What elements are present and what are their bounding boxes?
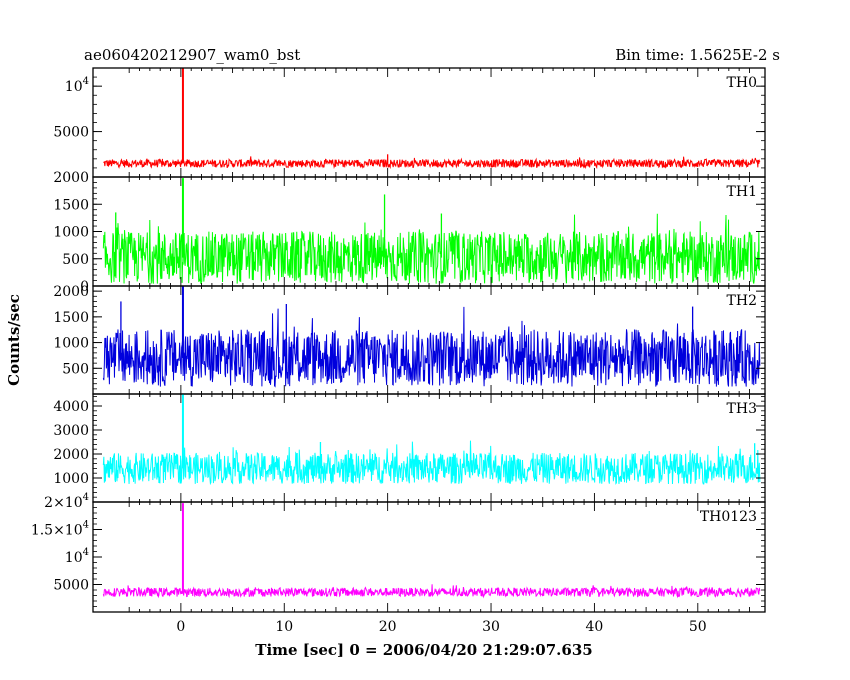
series-line-th2 (102, 306, 761, 388)
y-tick-label: 1000 (53, 336, 89, 352)
panel-label-th1: TH1 (727, 184, 757, 200)
series-line-th3 (102, 440, 761, 486)
series-line-th0 (103, 156, 761, 170)
y-tick-label: 500 (62, 252, 89, 268)
y-tick-label: 0 (80, 279, 89, 295)
y-tick-label: 104 (65, 547, 89, 566)
panel-label-th0123: TH0123 (700, 509, 757, 525)
panel-th2: TH2 500 1000 1500 2000 (53, 284, 766, 395)
chart-title: ae060420212907_wam0_bst (84, 46, 300, 64)
x-tick-label: 20 (379, 619, 397, 635)
panel-th0: TH0 5000 104 (53, 67, 766, 178)
y-tick-label: 2000 (53, 284, 89, 300)
y-tick-label: 1500 (53, 197, 89, 213)
y-tick-label: 2000 (53, 447, 89, 463)
series-line-th0123 (102, 584, 761, 599)
y-tick-label: 5000 (53, 125, 89, 141)
x-tick-label: 50 (689, 619, 707, 635)
y-tick-label: 104 (65, 76, 89, 95)
x-tick-label: 10 (275, 619, 293, 635)
y-axis-label: Counts/sec (5, 294, 23, 386)
y-tick-label: 1500 (53, 310, 89, 326)
x-tick-label: 40 (586, 619, 604, 635)
panel-frame (92, 67, 766, 178)
y-tick-label: 1.5×104 (31, 520, 89, 539)
panel-label-th2: TH2 (727, 293, 757, 309)
y-tick-label: 1000 (53, 471, 89, 487)
panel-th3: TH3 1000 2000 3000 4000 (53, 393, 766, 503)
y-tick-label: 2×104 (44, 492, 89, 511)
panel-frame (92, 393, 766, 503)
x-axis-label: Time [sec] 0 = 2006/04/20 21:29:07.635 (255, 641, 592, 659)
panels-group: TH05000104TH10500100015002000TH250010001… (31, 67, 766, 635)
bin-time-label: Bin time: 1.5625E-2 s (615, 46, 780, 64)
panel-th0123: TH0123 5000 104 1.5×104 2×104 (31, 492, 766, 613)
y-tick-label: 1000 (53, 225, 89, 241)
panel-label-th3: TH3 (727, 401, 757, 417)
series-line-th1 (102, 213, 761, 284)
x-tick-label: 30 (482, 619, 500, 635)
panel-th1: TH1 0 500 1000 1500 2000 (53, 170, 766, 295)
x-tick-label: 0 (176, 619, 185, 635)
y-tick-label: 500 (62, 361, 89, 377)
y-tick-label: 3000 (53, 423, 89, 439)
panel-label-th0: TH0 (727, 75, 757, 91)
y-tick-label: 4000 (53, 399, 89, 415)
y-tick-label: 5000 (53, 578, 89, 594)
y-tick-label: 2000 (53, 170, 89, 186)
